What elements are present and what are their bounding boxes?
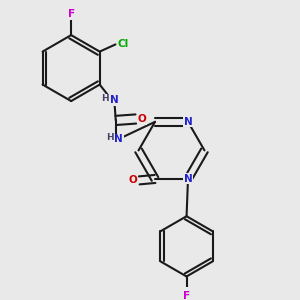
Text: O: O xyxy=(129,176,137,185)
Text: F: F xyxy=(68,10,75,20)
Text: N: N xyxy=(110,95,119,105)
Text: H: H xyxy=(106,133,113,142)
Text: H: H xyxy=(102,94,109,103)
Text: O: O xyxy=(138,114,146,124)
Text: Cl: Cl xyxy=(118,39,129,49)
Text: N: N xyxy=(114,134,123,144)
Text: N: N xyxy=(184,117,192,127)
Text: F: F xyxy=(183,291,190,300)
Text: N: N xyxy=(184,174,192,184)
